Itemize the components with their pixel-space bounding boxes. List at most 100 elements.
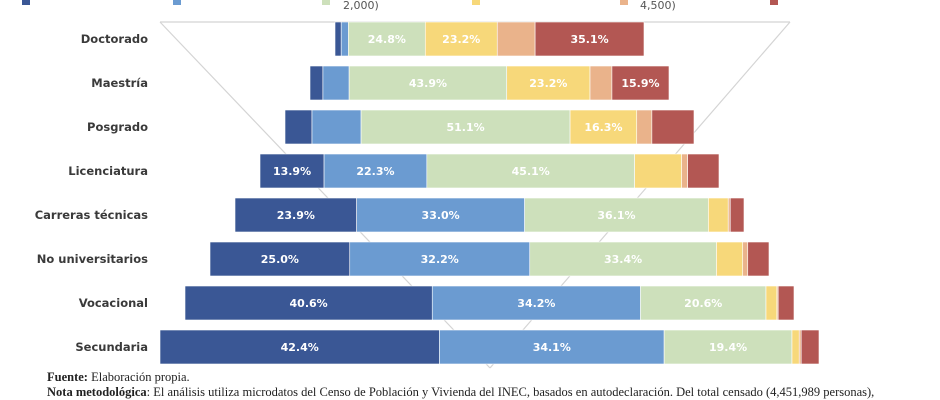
data-label: 45.1% (512, 165, 550, 178)
data-label: 34.2% (517, 297, 555, 310)
bar-segment (209, 241, 351, 277)
bar-segment (611, 65, 670, 101)
bars: 24.8% 23.2% 35.1% 43.9% 23.2% 15.9% 51.1% 16.3%… (159, 21, 820, 365)
legend-swatch (173, 0, 181, 5)
bar-row: 51.1% 16.3% (284, 109, 695, 145)
data-label: 36.1% (597, 209, 635, 222)
bar-segment (311, 109, 362, 145)
data-label: 33.0% (422, 209, 460, 222)
bar-segment (424, 21, 498, 57)
bar-segment (360, 109, 571, 145)
bar-row: 23.9% 33.0% 36.1% (234, 197, 745, 233)
data-label: 42.4% (281, 341, 319, 354)
legend-text: 2,000) (343, 0, 379, 12)
bar-segment (348, 21, 426, 57)
category-label: Licenciatura (68, 164, 148, 178)
bar-segment (426, 153, 635, 189)
bar-segment (716, 241, 744, 277)
bar-segment (259, 153, 325, 189)
data-label: 33.4% (604, 253, 642, 266)
bar-segment (663, 329, 793, 365)
bar-segment (431, 285, 641, 321)
data-label: 34.1% (533, 341, 571, 354)
legend-swatch (472, 0, 480, 5)
bar-segment (777, 285, 795, 321)
bar-segment (791, 329, 800, 365)
bar-segment (569, 109, 638, 145)
bar-segment (322, 65, 350, 101)
data-label: 43.9% (409, 77, 447, 90)
bar-segment (742, 241, 749, 277)
category-label: Vocacional (79, 296, 148, 310)
data-label: 35.1% (570, 33, 608, 46)
bar-row: 13.9% 22.3% 45.1% (259, 153, 720, 189)
legend-swatch (620, 0, 628, 5)
note-text: : El análisis utiliza microdatos del Cen… (146, 385, 875, 399)
category-label: Maestría (91, 76, 148, 90)
bar-segment (529, 241, 717, 277)
bar-segment (348, 65, 508, 101)
note-prefix: Nota (47, 385, 76, 399)
category-label: No universitarios (37, 252, 148, 266)
data-label: 23.2% (529, 77, 567, 90)
legend-swatch (322, 0, 330, 5)
bar-segment (524, 197, 709, 233)
bar-segment (506, 65, 591, 101)
bar-segment (747, 241, 770, 277)
data-label: 20.6% (684, 297, 722, 310)
data-label: 23.2% (442, 33, 480, 46)
bar-segment (184, 285, 433, 321)
source-label: Fuente: (47, 370, 88, 384)
legend-text: 4,500) (640, 0, 676, 12)
source-line: Fuente: Elaboración propia. (47, 370, 874, 385)
category-label: Secundaria (75, 340, 148, 354)
data-label: 25.0% (261, 253, 299, 266)
methodology-note: Nota metodológica: El análisis utiliza m… (47, 385, 874, 400)
data-label: 40.6% (290, 297, 328, 310)
bar-segment (765, 285, 778, 321)
category-label: Posgrado (87, 120, 148, 134)
bar-segment (340, 21, 349, 57)
funnel-stacked-bar-chart: 2,000) 4,500) 24.8% 23.2% 35.1% 43.9% 23.2% 15… (22, 0, 820, 369)
bar-segment (727, 197, 731, 233)
bar-segment (681, 153, 688, 189)
bar-segment (323, 153, 428, 189)
data-label: 32.2% (421, 253, 459, 266)
data-label: 22.3% (356, 165, 394, 178)
bar-segment (640, 285, 767, 321)
bar-segment (634, 153, 682, 189)
bar-segment (334, 21, 342, 57)
bar-segment (439, 329, 665, 365)
data-label: 15.9% (621, 77, 659, 90)
bar-segment (284, 109, 313, 145)
data-label: 24.8% (368, 33, 406, 46)
bar-segment (651, 109, 695, 145)
source-text: Elaboración propia. (87, 370, 190, 384)
bar-segment (800, 329, 820, 365)
bar-segment (349, 241, 531, 277)
data-label: 16.3% (584, 121, 622, 134)
bar-row: 40.6% 34.2% 20.6% (184, 285, 795, 321)
note-bold: metodológica (75, 385, 147, 399)
bar-segment (309, 65, 324, 101)
bar-segment (636, 109, 653, 145)
bar-segment (534, 21, 645, 57)
bar-row: 24.8% 23.2% 35.1% (334, 21, 645, 57)
data-label: 13.9% (273, 165, 311, 178)
bar-segment (687, 153, 720, 189)
bar-row: 25.0% 32.2% 33.4% (209, 241, 770, 277)
category-labels: Doctorado Maestría Posgrado Licenciatura Car… (35, 32, 148, 354)
bar-segment (234, 197, 357, 233)
legend: 2,000) 4,500) (22, 0, 778, 12)
data-label: 23.9% (277, 209, 315, 222)
legend-swatch (22, 0, 30, 5)
bar-row: 42.4% 34.1% 19.4% (159, 329, 820, 365)
category-label: Carreras técnicas (35, 208, 148, 222)
legend-swatch (770, 0, 778, 5)
bar-row: 43.9% 23.2% 15.9% (309, 65, 670, 101)
bar-segment (356, 197, 525, 233)
chart-footer: Fuente: Elaboración propia. Nota metodol… (47, 370, 874, 400)
bar-segment (589, 65, 613, 101)
category-label: Doctorado (81, 32, 148, 46)
bar-segment (729, 197, 745, 233)
